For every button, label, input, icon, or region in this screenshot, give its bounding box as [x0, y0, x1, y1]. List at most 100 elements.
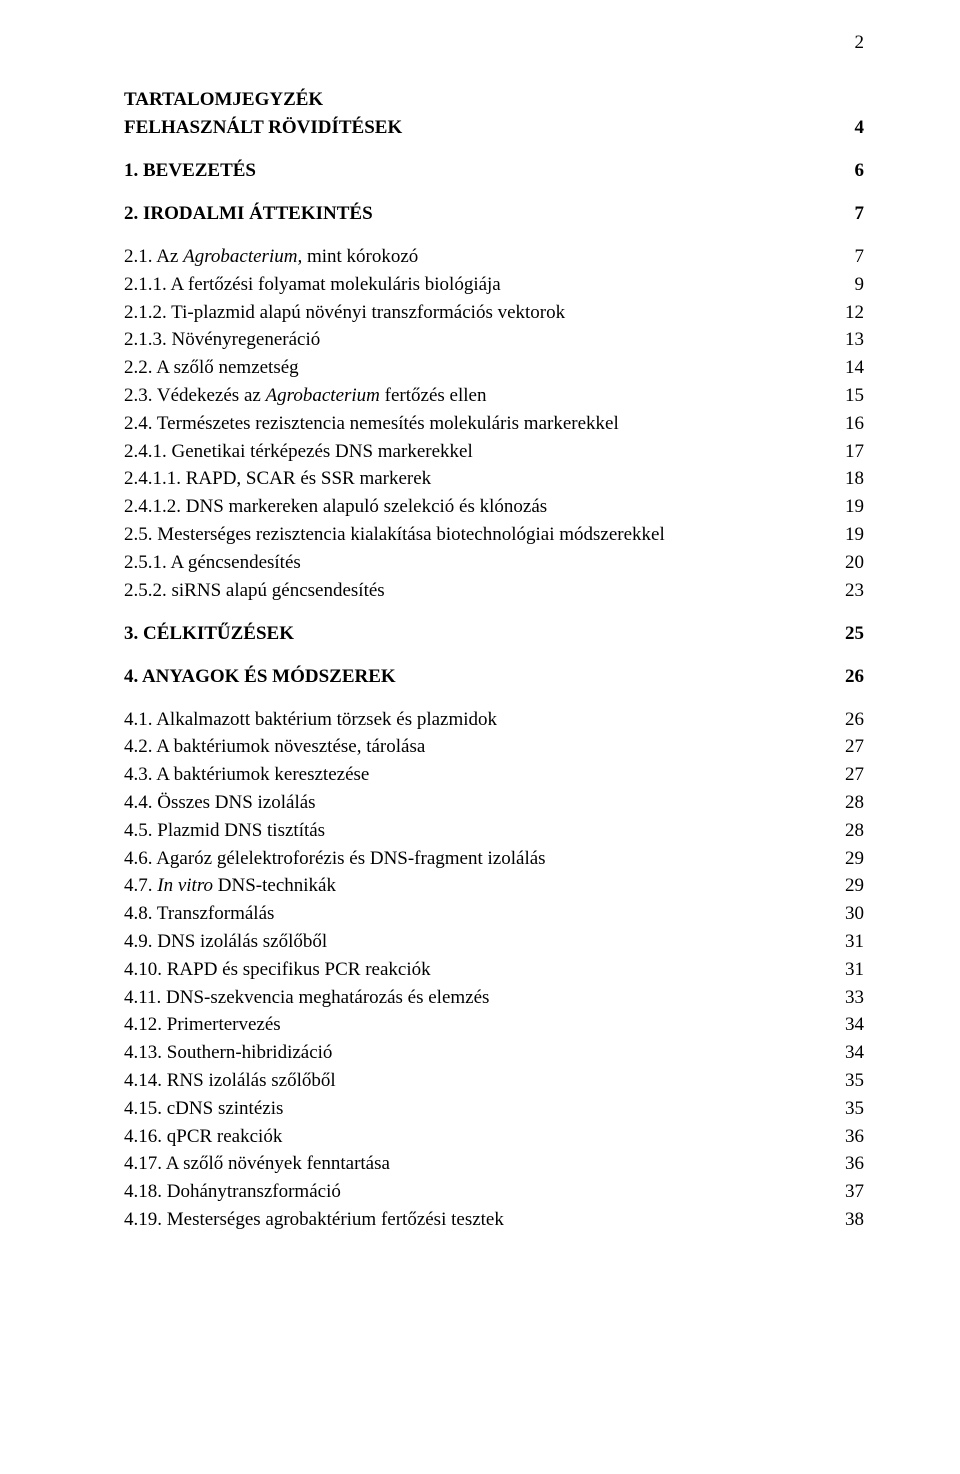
toc-label: 4.19. Mesterséges agrobaktérium fertőzés… — [124, 1210, 504, 1229]
toc-row: 2.1.1. A fertőzési folyamat molekuláris … — [124, 275, 864, 294]
toc-label: 4.9. DNS izolálás szőlőből — [124, 932, 327, 951]
toc-label: 2.3. Védekezés az Agrobacterium fertőzés… — [124, 386, 486, 405]
toc-page: 7 — [843, 204, 865, 223]
toc-label: 2.5.1. A géncsendesítés — [124, 553, 301, 572]
toc-page: 37 — [833, 1182, 864, 1201]
toc-label: 4.16. qPCR reakciók — [124, 1127, 282, 1146]
toc-row: 4.4. Összes DNS izolálás 28 — [124, 793, 864, 812]
toc-label: 4.15. cDNS szintézis — [124, 1099, 283, 1118]
toc-label-pre: 2.1. Az — [124, 246, 183, 267]
toc-label: 4.8. Transzformálás — [124, 904, 274, 923]
toc-label: 2.1.3. Növényregeneráció — [124, 330, 320, 349]
toc-row: 4.18. Dohánytranszformáció 37 — [124, 1182, 864, 1201]
toc-label: 2.1.2. Ti-plazmid alapú növényi transzfo… — [124, 303, 565, 322]
toc-page: 16 — [833, 414, 864, 433]
toc-label: 4.6. Agaróz gélelektroforézis és DNS-fra… — [124, 849, 546, 868]
toc-label: 4.18. Dohánytranszformáció — [124, 1182, 341, 1201]
toc-page: 33 — [833, 988, 864, 1007]
toc-row: 4.8. Transzformálás 30 — [124, 904, 864, 923]
toc-label: 4.14. RNS izolálás szőlőből — [124, 1071, 336, 1090]
toc-label: 2.4.1. Genetikai térképezés DNS markerek… — [124, 442, 473, 461]
toc-row: 4.6. Agaróz gélelektroforézis és DNS-fra… — [124, 849, 864, 868]
toc-label: 4.7. In vitro DNS-technikák — [124, 876, 336, 895]
toc-page: 7 — [843, 247, 865, 266]
toc-page: 31 — [833, 932, 864, 951]
toc-label: 2.1. Az Agrobacterium, mint kórokozó — [124, 247, 418, 266]
toc-page: 34 — [833, 1015, 864, 1034]
toc-page: 28 — [833, 793, 864, 812]
toc-label: 4. ANYAGOK ÉS MÓDSZEREK — [124, 667, 396, 686]
toc-label: 2.5.2. siRNS alapú géncsendesítés — [124, 581, 385, 600]
toc-page: 31 — [833, 960, 864, 979]
toc-label: FELHASZNÁLT RÖVIDÍTÉSEK — [124, 118, 402, 137]
toc-row: 2.4.1. Genetikai térképezés DNS markerek… — [124, 442, 864, 461]
toc-label: 2.5. Mesterséges rezisztencia kialakítás… — [124, 525, 665, 544]
toc-page: 9 — [843, 275, 865, 294]
toc-label: 4.12. Primertervezés — [124, 1015, 281, 1034]
toc-row: 4.13. Southern-hibridizáció 34 — [124, 1043, 864, 1062]
toc-label: 4.13. Southern-hibridizáció — [124, 1043, 332, 1062]
toc-row: TARTALOMJEGYZÉK — [124, 90, 864, 109]
toc-row: 2.4. Természetes rezisztencia nemesítés … — [124, 414, 864, 433]
toc-label: TARTALOMJEGYZÉK — [124, 90, 323, 109]
toc-page: 4 — [843, 118, 865, 137]
toc-page: 30 — [833, 904, 864, 923]
toc-label: 2. IRODALMI ÁTTEKINTÉS — [124, 204, 373, 223]
toc-row: 2.1.3. Növényregeneráció 13 — [124, 330, 864, 349]
toc-row: 2.2. A szőlő nemzetség14 — [124, 358, 864, 377]
toc-page: 34 — [833, 1043, 864, 1062]
toc-row: 4.11. DNS-szekvencia meghatározás és ele… — [124, 988, 864, 1007]
toc-page: 27 — [833, 737, 864, 756]
toc-row: 2.4.1.1. RAPD, SCAR és SSR markerek18 — [124, 469, 864, 488]
toc-label-post: fertőzés ellen — [380, 385, 487, 406]
toc-page: 35 — [833, 1099, 864, 1118]
toc-page: 6 — [843, 161, 865, 180]
toc-row: 3. CÉLKITŰZÉSEK25 — [124, 624, 864, 643]
toc-row: 2.5.1. A géncsendesítés20 — [124, 553, 864, 572]
toc-row: 4.5. Plazmid DNS tisztítás28 — [124, 821, 864, 840]
toc-label-post: DNS-technikák — [213, 875, 336, 896]
toc-label: 4.3. A baktériumok keresztezése — [124, 765, 369, 784]
toc-label: 2.4.1.1. RAPD, SCAR és SSR markerek — [124, 469, 431, 488]
toc-label-italic: Agrobacterium, — [183, 246, 302, 267]
toc-row: 2.5. Mesterséges rezisztencia kialakítás… — [124, 525, 864, 544]
toc-label: 4.11. DNS-szekvencia meghatározás és ele… — [124, 988, 489, 1007]
toc-page: 12 — [833, 303, 864, 322]
toc-label-pre: 2.3. Védekezés az — [124, 385, 266, 406]
toc-page: 19 — [833, 525, 864, 544]
toc-label: 1. BEVEZETÉS — [124, 161, 256, 180]
toc-page: 15 — [833, 386, 864, 405]
toc-label-pre: 4.7. — [124, 875, 157, 896]
toc-row: 1. BEVEZETÉS 6 — [124, 161, 864, 180]
toc-row: 4.2. A baktériumok növesztése, tárolása2… — [124, 737, 864, 756]
toc-row: 4.15. cDNS szintézis 35 — [124, 1099, 864, 1118]
toc-label: 4.17. A szőlő növények fenntartása — [124, 1154, 390, 1173]
toc-row: 2.4.1.2. DNS markereken alapuló szelekci… — [124, 497, 864, 516]
toc-page: 25 — [833, 624, 864, 643]
toc-label: 4.1. Alkalmazott baktérium törzsek és pl… — [124, 710, 497, 729]
toc-row: 4.19. Mesterséges agrobaktérium fertőzés… — [124, 1210, 864, 1229]
table-of-contents: TARTALOMJEGYZÉK FELHASZNÁLT RÖVIDÍTÉSEK 4 1… — [124, 90, 864, 1229]
toc-page: 26 — [833, 710, 864, 729]
toc-page: 29 — [833, 849, 864, 868]
toc-page: 28 — [833, 821, 864, 840]
toc-label: 2.2. A szőlő nemzetség — [124, 358, 299, 377]
toc-label-italic: Agrobacterium — [266, 385, 380, 406]
toc-page: 35 — [833, 1071, 864, 1090]
toc-row: 4.9. DNS izolálás szőlőből 31 — [124, 932, 864, 951]
toc-row: 2.3. Védekezés az Agrobacterium fertőzés… — [124, 386, 864, 405]
toc-page: 23 — [833, 581, 864, 600]
toc-row: 4.17. A szőlő növények fenntartása 36 — [124, 1154, 864, 1173]
toc-label: 4.10. RAPD és specifikus PCR reakciók — [124, 960, 431, 979]
toc-label: 2.1.1. A fertőzési folyamat molekuláris … — [124, 275, 501, 294]
toc-page: 13 — [833, 330, 864, 349]
toc-page: 36 — [833, 1154, 864, 1173]
toc-label: 4.4. Összes DNS izolálás — [124, 793, 316, 812]
toc-page: 19 — [833, 497, 864, 516]
toc-page: 26 — [833, 667, 864, 686]
toc-page: 38 — [833, 1210, 864, 1229]
toc-row: 2.1.2. Ti-plazmid alapú növényi transzfo… — [124, 303, 864, 322]
toc-row: 2.5.2. siRNS alapú géncsendesítés 23 — [124, 581, 864, 600]
toc-row: 4. ANYAGOK ÉS MÓDSZEREK 26 — [124, 667, 864, 686]
toc-page: 29 — [833, 876, 864, 895]
